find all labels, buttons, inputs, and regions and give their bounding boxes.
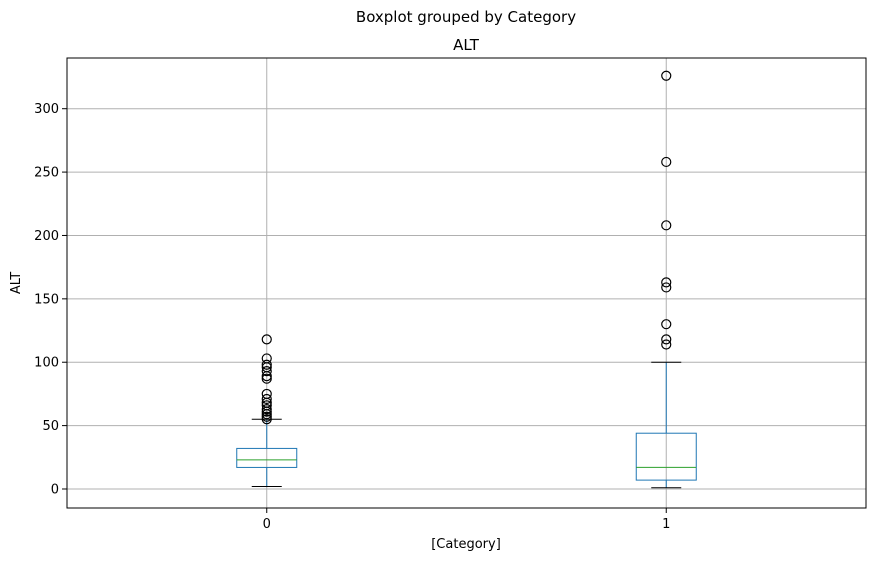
outlier-point xyxy=(661,220,672,231)
outlier-point xyxy=(661,319,672,330)
outlier-point xyxy=(261,393,272,405)
outlier-point xyxy=(661,156,672,168)
box-group-0 xyxy=(236,334,298,487)
y-tick-label: 100 xyxy=(34,356,59,371)
outlier-point xyxy=(261,359,272,370)
plot-frame xyxy=(66,57,867,509)
x-tick-label: 1 xyxy=(662,517,670,532)
outlier-point xyxy=(261,373,272,384)
outlier-point xyxy=(261,414,272,425)
plot-layer xyxy=(236,70,697,489)
y-tick-label: 50 xyxy=(42,419,59,434)
box-group-1 xyxy=(635,70,697,489)
y-tick-label: 200 xyxy=(34,229,59,244)
outlier-point xyxy=(261,365,272,377)
outlier-point xyxy=(661,334,672,345)
iqr-box xyxy=(635,432,697,481)
y-axis-label: ALT xyxy=(9,272,24,294)
grid-layer xyxy=(67,58,866,508)
outlier-point xyxy=(261,388,272,400)
outlier-point xyxy=(261,411,272,422)
axis-layer: 0 50 100 150 200 250 300 0 1 xyxy=(34,102,670,532)
outlier-point xyxy=(261,400,272,411)
y-tick-label: 0 xyxy=(51,482,59,497)
y-tick-label: 300 xyxy=(34,102,59,117)
outlier-point xyxy=(261,353,272,364)
outlier-point xyxy=(261,404,272,415)
iqr-box xyxy=(236,447,298,468)
outlier-point xyxy=(661,277,672,288)
x-tick-label: 0 xyxy=(263,517,271,532)
chart-title: ALT xyxy=(453,36,480,54)
y-tick-label: 150 xyxy=(34,292,59,307)
outlier-point xyxy=(661,70,672,81)
outlier-point xyxy=(661,282,672,293)
outlier-point xyxy=(261,334,272,345)
y-tick-label: 250 xyxy=(34,166,59,181)
outlier-point xyxy=(661,339,672,350)
chart-suptitle: Boxplot grouped by Category xyxy=(356,8,576,26)
x-axis-label: [Category] xyxy=(431,537,501,552)
